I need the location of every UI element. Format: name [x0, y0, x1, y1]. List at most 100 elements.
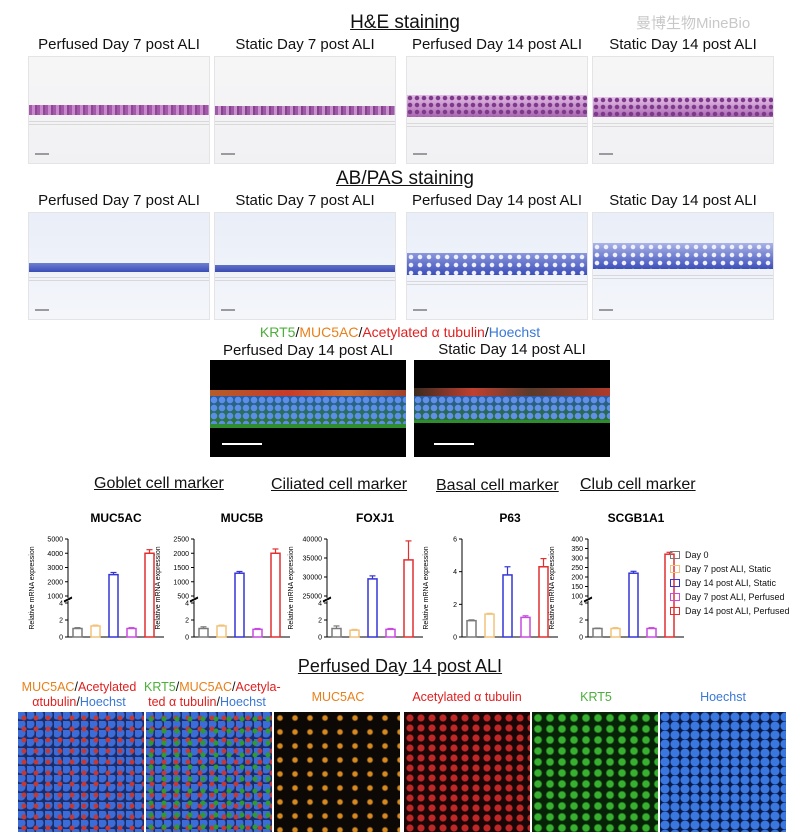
if-legend-krt5: KRT5 [259, 324, 296, 340]
legend-item-day14-perfused: Day 14 post ALI, Perfused [670, 604, 790, 618]
chart-y-label: Relative mRNA expression [423, 546, 430, 629]
tick-label: 35000 [303, 556, 323, 563]
he-panel-label-1: Perfused Day 7 post ALI [38, 36, 200, 53]
label-part: Acetyla- [235, 680, 281, 694]
bar [72, 627, 83, 638]
label-part: KRT5 [580, 690, 612, 704]
bar [270, 552, 281, 638]
legend-label: Day 14 post ALI, Perfused [685, 606, 790, 616]
label-part: Hoechst [220, 695, 266, 709]
chart-title: SCGB1A1 [608, 511, 665, 525]
legend-label: Day 7 post ALI, Perfused [685, 592, 785, 602]
if-legend-muc5ac: MUC5AC [299, 324, 359, 340]
tick-label: 1000 [47, 594, 63, 601]
tick-label: 0 [453, 635, 457, 642]
axis-break-mark [322, 597, 332, 603]
tick-label: 2 [579, 618, 583, 625]
tick-label: 0 [318, 635, 322, 642]
bar [234, 572, 245, 638]
marker-header-club: Club cell marker [580, 476, 696, 493]
tick-label: 25000 [303, 594, 323, 601]
axis-break-mark [63, 596, 73, 602]
label-part: Hoechst [700, 690, 746, 704]
label-part: MUC5AC [311, 690, 365, 704]
if-legend-hoechst: Hoechst [488, 324, 541, 340]
bottom-label-6: Hoechst [660, 690, 786, 705]
tick-label: 1500 [173, 565, 189, 572]
legend-label: Day 7 post ALI, Static [685, 564, 772, 574]
label-part: MUC5AC [179, 680, 233, 694]
tick-label: 4 [453, 569, 457, 576]
label-part: / [216, 695, 220, 709]
label-part: Hoechst [79, 695, 126, 709]
legend-swatch [670, 551, 680, 559]
chart-title: P63 [499, 511, 521, 525]
bar [403, 559, 414, 638]
label-part: ted α tubulin [148, 695, 217, 709]
bar [628, 572, 639, 638]
tick-label: 30000 [303, 575, 323, 582]
he-image-static-day7 [214, 56, 396, 164]
bar [466, 619, 477, 638]
tick-label: 150 [571, 584, 583, 591]
chart-title: FOXJ1 [356, 511, 394, 525]
legend-label: Day 14 post ALI, Static [685, 578, 777, 588]
bottom-label-2: KRT5/MUC5AC/Acetyla-ted α tubulin/Hoechs… [144, 680, 281, 710]
chart-y-label: Relative mRNA expression [29, 546, 36, 629]
tick-label: 2000 [47, 579, 63, 586]
confocal-merge-4ch [146, 712, 272, 832]
tick-label: 4 [318, 601, 322, 608]
qpcr-charts: MUC5AC Relative mRNA expression 0 2 4 1000 200… [29, 511, 684, 642]
he-image-static-day14 [592, 56, 774, 164]
if-legend-sep: / [484, 324, 489, 340]
if-panel-label-perfused: Perfused Day 14 post ALI [222, 342, 394, 359]
axis-break-mark [63, 597, 73, 603]
chart-y-label: Relative mRNA expression [288, 546, 295, 629]
axis-break-mark [322, 596, 332, 602]
tick-label: 300 [571, 556, 583, 563]
axis-break-mark [583, 597, 593, 603]
label-part: MUC5AC [21, 680, 75, 694]
if-stain-legend: KRT5/MUC5AC/Acetylated α tubulin/Hoechst [220, 324, 580, 340]
if-image-static-day14 [414, 360, 610, 457]
tick-label: 0 [59, 635, 63, 642]
tick-label: 3000 [47, 565, 63, 572]
abpas-panel-label-2: Static Day 7 post ALI [235, 192, 375, 209]
chart-legend: Day 0 Day 7 post ALI, Static Day 14 post… [670, 548, 790, 618]
legend-item-day0: Day 0 [670, 548, 790, 562]
tick-label: 350 [571, 546, 583, 553]
bar [538, 566, 549, 638]
label-part: / [232, 680, 236, 694]
bar [331, 627, 342, 638]
bottom-label-4: Acetylated α tubulin [404, 690, 530, 705]
label-part: Acetylated [77, 680, 137, 694]
bottom-label-3: MUC5AC [275, 690, 401, 705]
watermark: 曼博生物MineBio [636, 15, 751, 32]
bar [144, 552, 155, 638]
bar [90, 625, 101, 638]
bar [592, 627, 603, 638]
abpas-image-static-day7 [214, 212, 396, 320]
tick-label: 40000 [303, 537, 323, 544]
tick-label: 400 [571, 537, 583, 544]
bottom-label-5: KRT5 [533, 690, 659, 705]
abpas-image-static-day14 [592, 212, 774, 320]
tick-label: 2500 [173, 537, 189, 544]
bar [520, 616, 531, 638]
abpas-panel-label-3: Perfused Day 14 post ALI [411, 192, 583, 209]
tick-label: 6 [453, 537, 457, 544]
bar [502, 574, 513, 638]
chart-title: MUC5AC [90, 511, 142, 525]
bar [349, 629, 360, 638]
marker-header-ciliated: Ciliated cell marker [271, 476, 408, 493]
legend-item-day7-static: Day 7 post ALI, Static [670, 562, 790, 576]
label-part: αtubulin [32, 695, 77, 709]
he-image-perfused-day14 [406, 56, 588, 164]
tick-label: 2000 [173, 551, 189, 558]
tick-label: 4000 [47, 551, 63, 558]
tick-label: 250 [571, 565, 583, 572]
if-panel-label-static: Static Day 14 post ALI [438, 341, 586, 358]
if-image-perfused-day14 [210, 360, 406, 457]
legend-item-day14-static: Day 14 post ALI, Static [670, 576, 790, 590]
if-legend-sep: / [295, 324, 300, 340]
